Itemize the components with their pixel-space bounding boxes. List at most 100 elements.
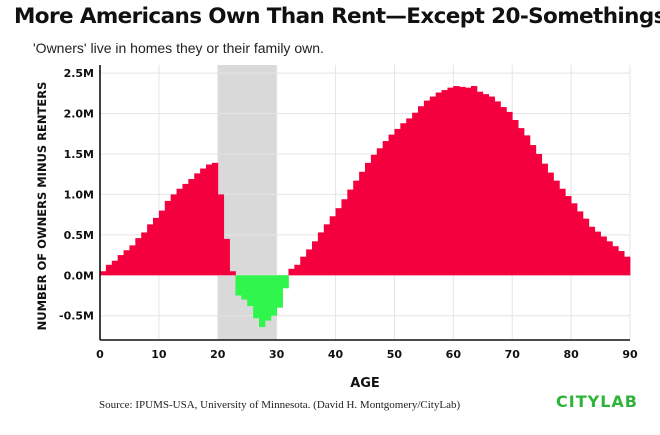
x-tick-label: 0 (96, 348, 104, 361)
bar (535, 153, 543, 276)
bar (541, 163, 548, 276)
bar (194, 173, 201, 276)
x-tick-label: 90 (622, 348, 638, 361)
y-axis-label: NUMBER OF OWNERS MINUS RENTERS (35, 82, 49, 331)
x-tick-label: 10 (151, 348, 167, 361)
bar (223, 238, 230, 276)
bar (388, 134, 395, 276)
bar (394, 128, 401, 276)
bar (400, 123, 407, 276)
bar (418, 106, 425, 276)
bar (164, 200, 172, 276)
bar (206, 164, 213, 276)
chart-title: More Americans Own Than Rent—Except 20-S… (14, 4, 660, 29)
bar (618, 251, 625, 276)
x-tick-label: 20 (210, 348, 226, 361)
bar (312, 241, 319, 276)
bar (494, 101, 501, 276)
x-tick-label: 80 (563, 348, 579, 361)
bar (105, 264, 113, 276)
bar (288, 268, 295, 276)
bar (547, 172, 554, 276)
bar (577, 211, 584, 276)
bar (306, 249, 313, 276)
bar (229, 271, 236, 276)
bar (476, 91, 484, 276)
bar (600, 236, 607, 276)
bar (370, 154, 378, 276)
bar (147, 224, 154, 276)
bar (217, 194, 225, 276)
bar (323, 224, 331, 276)
x-tick-label: 30 (269, 348, 285, 361)
y-tick-label: 1.0M (64, 188, 94, 201)
bar (111, 260, 119, 276)
bar (259, 275, 266, 328)
bar (247, 275, 254, 307)
bar (200, 168, 207, 276)
bar (571, 203, 578, 276)
source-note: Source: IPUMS-USA, University of Minneso… (99, 399, 461, 411)
bar (253, 275, 260, 319)
y-tick-label: 0.5M (64, 229, 94, 242)
bar (412, 112, 419, 276)
x-tick-label: 60 (446, 348, 462, 361)
bar (612, 246, 619, 276)
bar (135, 238, 142, 276)
bar (100, 271, 107, 276)
bar (235, 275, 242, 296)
y-tick-label: 0.0M (64, 269, 94, 282)
bar (282, 275, 289, 289)
bar (117, 255, 124, 276)
bar (376, 148, 384, 276)
bar (300, 256, 307, 276)
x-tick-label: 40 (328, 348, 344, 361)
x-tick-label: 50 (387, 348, 403, 361)
bar (382, 141, 389, 276)
bar (341, 199, 348, 276)
bar (123, 250, 130, 276)
y-tick-label: 2.0M (64, 108, 94, 121)
x-tick-label: 70 (505, 348, 521, 361)
bar (506, 111, 513, 276)
bar (353, 180, 360, 276)
bar (524, 135, 531, 276)
bar (518, 128, 525, 276)
bar (423, 100, 431, 276)
tick-labels: 0 10 20 30 40 50 60 70 80 90 -0.5M 0.0M 0.5M 1.0M 1.5M… (59, 67, 638, 361)
bar (264, 275, 272, 321)
bar (429, 96, 437, 276)
bar (482, 94, 490, 276)
bar (211, 162, 219, 276)
bar (188, 179, 195, 276)
bar (365, 162, 372, 276)
bar (512, 120, 519, 276)
bar (459, 86, 466, 276)
bar (441, 90, 448, 276)
y-tick-label: 1.5M (64, 148, 94, 161)
bar (559, 188, 566, 276)
bar (347, 189, 354, 276)
bar (471, 86, 478, 276)
bars (100, 86, 631, 328)
bar (294, 264, 301, 276)
y-tick-label: 2.5M (64, 67, 94, 80)
bar (158, 210, 166, 276)
x-axis-label: AGE (350, 376, 380, 391)
bar (276, 275, 283, 308)
bar (588, 226, 596, 276)
bar (182, 183, 189, 276)
bar (270, 275, 278, 316)
axes (99, 65, 630, 341)
bar (453, 86, 460, 276)
bar (153, 217, 160, 276)
bar (529, 145, 537, 276)
bar (500, 107, 507, 276)
bar (565, 196, 572, 276)
bar (317, 232, 325, 276)
bar (359, 171, 366, 276)
bar (329, 216, 336, 276)
bar (170, 194, 177, 276)
bar (553, 180, 560, 276)
bar (488, 96, 495, 276)
